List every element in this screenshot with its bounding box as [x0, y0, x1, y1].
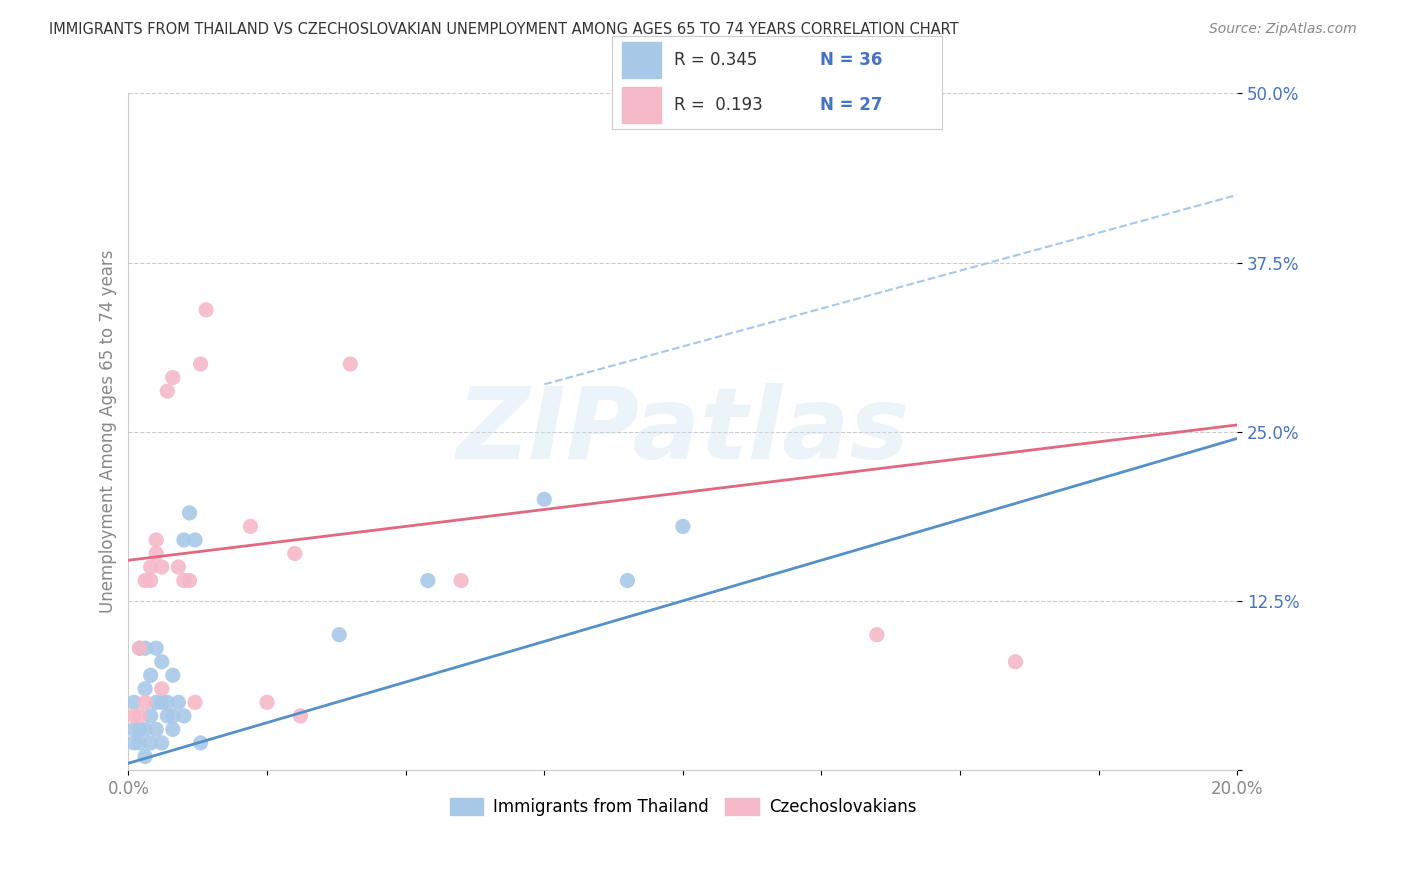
Text: IMMIGRANTS FROM THAILAND VS CZECHOSLOVAKIAN UNEMPLOYMENT AMONG AGES 65 TO 74 YEA: IMMIGRANTS FROM THAILAND VS CZECHOSLOVAK… — [49, 22, 959, 37]
Point — [150, 695, 173, 709]
Point — [134, 723, 156, 737]
Point — [173, 533, 195, 547]
Point — [145, 533, 167, 547]
Point — [139, 574, 162, 588]
Point — [128, 641, 150, 656]
Point — [134, 749, 156, 764]
Point — [173, 709, 195, 723]
Point — [616, 574, 638, 588]
Point — [128, 641, 150, 656]
Point — [150, 655, 173, 669]
FancyBboxPatch shape — [621, 87, 661, 123]
Y-axis label: Unemployment Among Ages 65 to 74 years: Unemployment Among Ages 65 to 74 years — [100, 250, 117, 614]
Point — [156, 384, 179, 398]
Text: Source: ZipAtlas.com: Source: ZipAtlas.com — [1209, 22, 1357, 37]
Text: R =  0.193: R = 0.193 — [675, 96, 763, 114]
Legend: Immigrants from Thailand, Czechoslovakians: Immigrants from Thailand, Czechoslovakia… — [443, 791, 922, 822]
Point — [128, 723, 150, 737]
Text: ZIPatlas: ZIPatlas — [457, 384, 910, 480]
Point — [139, 709, 162, 723]
Point — [150, 736, 173, 750]
Point — [672, 519, 695, 533]
Point — [239, 519, 262, 533]
Point — [145, 641, 167, 656]
Point — [179, 506, 201, 520]
Point — [450, 574, 472, 588]
Point — [156, 709, 179, 723]
Point — [328, 628, 350, 642]
Point — [122, 736, 145, 750]
Point — [184, 695, 207, 709]
Point — [122, 709, 145, 723]
Point — [162, 668, 184, 682]
Point — [179, 574, 201, 588]
Point — [145, 695, 167, 709]
Point — [122, 695, 145, 709]
Point — [139, 736, 162, 750]
Point — [150, 560, 173, 574]
FancyBboxPatch shape — [621, 42, 661, 78]
Point — [184, 533, 207, 547]
Point — [162, 370, 184, 384]
Point — [1004, 655, 1026, 669]
Point — [134, 695, 156, 709]
Point — [173, 574, 195, 588]
Point — [167, 560, 190, 574]
Text: N = 36: N = 36 — [820, 51, 882, 69]
Point — [156, 695, 179, 709]
Point — [134, 681, 156, 696]
Point — [866, 628, 889, 642]
Point — [139, 668, 162, 682]
Point — [128, 709, 150, 723]
Point — [290, 709, 312, 723]
Point — [128, 736, 150, 750]
Point — [339, 357, 361, 371]
Text: R = 0.345: R = 0.345 — [675, 51, 758, 69]
Point — [139, 560, 162, 574]
Point — [416, 574, 439, 588]
Point — [190, 736, 212, 750]
Point — [190, 357, 212, 371]
Point — [284, 546, 307, 560]
Point — [145, 546, 167, 560]
Text: N = 27: N = 27 — [820, 96, 883, 114]
Point — [162, 709, 184, 723]
Point — [533, 492, 555, 507]
Point — [195, 302, 218, 317]
Point — [167, 695, 190, 709]
Point — [145, 723, 167, 737]
Point — [162, 723, 184, 737]
Point — [921, 113, 943, 128]
Point — [134, 641, 156, 656]
Point — [122, 723, 145, 737]
Point — [134, 574, 156, 588]
Point — [150, 681, 173, 696]
Point — [256, 695, 278, 709]
